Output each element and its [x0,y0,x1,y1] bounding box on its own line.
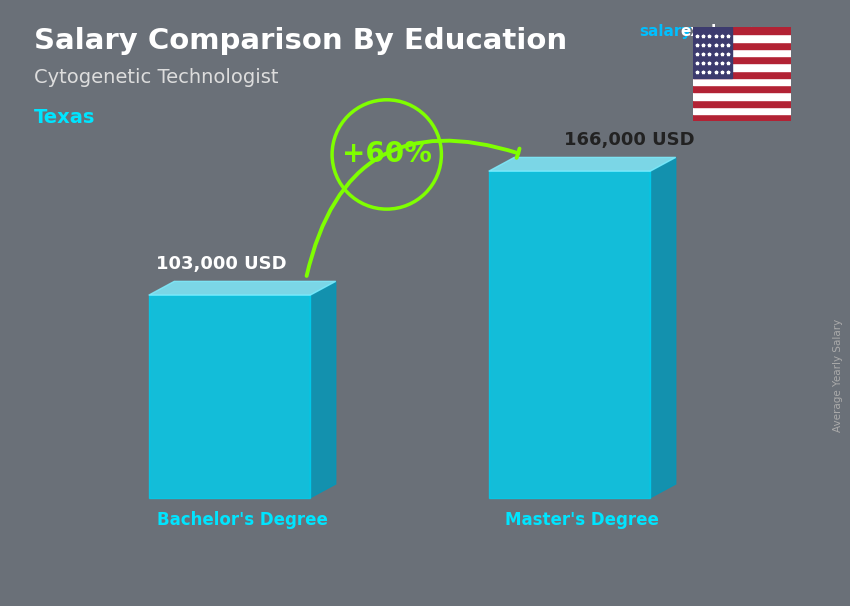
Text: Texas: Texas [34,108,95,127]
Bar [693,114,791,121]
Bar [693,27,732,78]
Bar [693,35,791,42]
Bar [693,71,791,78]
Bar [693,99,791,107]
Polygon shape [489,158,676,171]
Text: +60%: +60% [342,141,432,168]
Text: .com: .com [731,24,772,39]
Text: salary: salary [639,24,692,39]
Bar [693,85,791,92]
Text: 166,000 USD: 166,000 USD [564,132,694,149]
Text: Salary Comparison By Education: Salary Comparison By Education [34,27,567,55]
Bar [693,78,791,85]
Polygon shape [149,295,310,498]
Bar [693,64,791,71]
Text: 103,000 USD: 103,000 USD [156,255,286,273]
Bar [693,56,791,64]
Polygon shape [489,171,650,498]
Text: Cytogenetic Technologist: Cytogenetic Technologist [34,68,279,87]
Bar [693,92,791,99]
Text: explorer: explorer [680,24,752,39]
Text: Master's Degree: Master's Degree [505,511,660,529]
Bar [693,107,791,114]
Bar [693,49,791,56]
Bar [693,42,791,49]
Text: Bachelor's Degree: Bachelor's Degree [156,511,328,529]
Bar [693,27,791,35]
Polygon shape [650,158,676,498]
Text: Average Yearly Salary: Average Yearly Salary [833,319,843,432]
Polygon shape [149,281,336,295]
Polygon shape [310,281,336,498]
